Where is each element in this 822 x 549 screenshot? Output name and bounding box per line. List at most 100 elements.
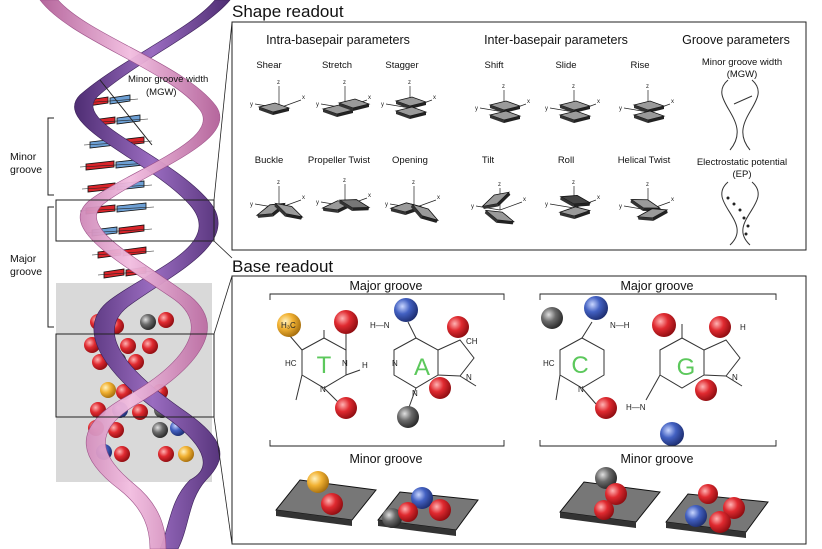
base-readout-frame	[231, 275, 807, 545]
base-readout-title: Base readout	[232, 257, 333, 276]
cytosine-nh: N—H	[610, 321, 630, 330]
cytosine-hc: HC	[543, 359, 555, 368]
helix-atom-sphere	[158, 312, 174, 328]
parameter-icon: z x y	[545, 84, 600, 123]
adenine-n3: N	[412, 389, 418, 398]
shape-readout-title: Shape readout	[232, 2, 344, 21]
axis-label-z: z	[343, 178, 346, 184]
axis-label-y: y	[385, 202, 388, 208]
param-shear: Shear	[256, 60, 281, 71]
param-tilt: Tilt	[482, 155, 495, 166]
guanine-hn: H—N	[626, 403, 646, 412]
axis-label-z: z	[646, 182, 649, 188]
shape-readout-panel: Shape readout Intra-basepair parameters …	[231, 2, 807, 251]
parameter-icon: z x y	[619, 84, 674, 123]
param-stagger: Stagger	[385, 60, 418, 71]
param-stretch: Stretch	[322, 60, 352, 71]
cytosine-n: N	[578, 385, 584, 394]
major-groove-label-left: Major groove	[350, 279, 423, 293]
helix-atom-sphere	[142, 338, 158, 354]
dna-helix: Minor groove width (MGW) Minor groove Ma…	[10, 0, 233, 549]
axis-label-x: x	[368, 193, 371, 199]
cytosine-o2-red	[595, 397, 617, 419]
axis-label-y: y	[381, 102, 384, 108]
major-bracket-left	[269, 293, 505, 300]
base-letter-a: A	[414, 354, 430, 381]
adenine-c2-gray	[397, 406, 419, 428]
cytosine-c5-gray	[541, 307, 563, 329]
major-groove-bracket	[47, 206, 54, 328]
minor-bracket-left	[269, 440, 505, 447]
axis-label-y: y	[316, 102, 319, 108]
intra-basepair-header: Intra-basepair parameters	[266, 33, 410, 47]
major-groove-label-2: groove	[10, 266, 42, 278]
param-rise: Rise	[630, 60, 649, 71]
zoom-line-base-bottom	[213, 416, 233, 545]
thymine-hc: HC	[285, 359, 297, 368]
axis-label-x: x	[671, 99, 674, 105]
guanine-n7-red	[709, 316, 731, 338]
axis-label-x: x	[597, 99, 600, 105]
axis-label-z: z	[646, 84, 649, 90]
param-slide: Slide	[555, 60, 576, 71]
axis-label-z: z	[412, 180, 415, 186]
mgw-groove-measure	[733, 95, 753, 105]
thymine-o4-red	[334, 310, 358, 334]
minor-groove-label-right: Minor groove	[621, 452, 694, 466]
groove-mgw-label-1: Minor groove width	[702, 57, 782, 68]
ep-groove-curve-right	[742, 181, 759, 246]
parameter-icon: z x y	[545, 180, 600, 219]
adenine-n7-red	[447, 316, 469, 338]
axis-label-z: z	[343, 80, 346, 86]
parameter-icon: z x y	[385, 180, 440, 223]
major-bracket-right	[539, 293, 777, 300]
zoom-line-base-top	[213, 275, 233, 335]
mgw-groove-curve-left	[721, 79, 738, 151]
adenine-n3-red	[429, 377, 451, 399]
axis-label-z: z	[572, 180, 575, 186]
axis-label-y: y	[250, 202, 253, 208]
thymine-h: H	[362, 361, 368, 370]
helix-mgw-label-1: Minor groove width	[128, 74, 208, 85]
param-roll: Roll	[558, 155, 574, 166]
parameter-icon: z x y	[316, 80, 371, 117]
helix-atom-sphere	[120, 338, 136, 354]
axis-label-z: z	[502, 84, 505, 90]
guanine-ch: H	[740, 323, 746, 332]
base-readout-panel: Base readout Major groove Major groove T…	[231, 257, 807, 545]
inter-basepair-header: Inter-basepair parameters	[484, 33, 628, 47]
parameter-icon: z x y	[475, 84, 530, 123]
groove-ep-label-1: Electrostatic potential	[697, 157, 787, 168]
axis-label-x: x	[368, 95, 371, 101]
minor-groove-bracket	[47, 117, 54, 196]
axis-label-z: z	[277, 80, 280, 86]
helix-atom-sphere	[100, 382, 116, 398]
param-opening: Opening	[392, 155, 428, 166]
axis-label-y: y	[316, 200, 319, 206]
axis-label-x: x	[527, 99, 530, 105]
guanine-n9: N	[732, 373, 738, 382]
axis-label-x: x	[302, 95, 305, 101]
helix-atom-sphere	[114, 446, 130, 462]
methyl-atom-yellow	[277, 313, 301, 337]
guanine-ring-5	[703, 339, 741, 377]
adenine-n9: N	[466, 373, 472, 382]
axis-label-y: y	[250, 102, 253, 108]
cytosine-guanine-pair	[555, 321, 743, 405]
minor-groove-label-1: Minor	[10, 151, 37, 163]
minor-bracket-right	[539, 440, 777, 447]
helix-atom-sphere	[178, 446, 194, 462]
axis-label-x: x	[302, 195, 305, 201]
base-pair-slab	[79, 202, 155, 215]
helix-mgw-label-2: (MGW)	[146, 87, 177, 98]
axis-label-z: z	[572, 84, 575, 90]
adenine-ch: CH	[466, 337, 478, 346]
base-letter-g: G	[677, 354, 696, 381]
axis-label-x: x	[671, 197, 674, 203]
parameter-icon: z x y	[471, 182, 526, 225]
thymine-n1: N	[320, 385, 326, 394]
adenine-hn: H—N	[370, 321, 390, 330]
helix-atom-sphere	[152, 422, 168, 438]
structure-atoms: H₃C	[277, 296, 731, 446]
